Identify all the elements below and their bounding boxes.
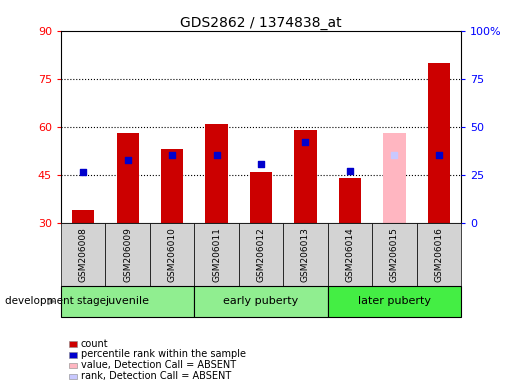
Point — [435, 152, 443, 158]
Bar — [105, 223, 150, 286]
Title: GDS2862 / 1374838_at: GDS2862 / 1374838_at — [180, 16, 342, 30]
Text: GSM206010: GSM206010 — [167, 227, 176, 282]
Text: juvenile: juvenile — [105, 296, 149, 306]
Text: development stage: development stage — [5, 296, 107, 306]
Bar — [195, 286, 328, 317]
Text: count: count — [81, 339, 108, 349]
Text: percentile rank within the sample: percentile rank within the sample — [81, 349, 245, 359]
Text: rank, Detection Call = ABSENT: rank, Detection Call = ABSENT — [81, 371, 231, 381]
Bar — [339, 178, 361, 223]
Bar — [150, 223, 195, 286]
Bar — [328, 286, 461, 317]
Text: GSM206012: GSM206012 — [257, 227, 266, 282]
Bar — [61, 286, 195, 317]
Bar — [283, 223, 328, 286]
Text: early puberty: early puberty — [224, 296, 298, 306]
Point — [390, 152, 399, 158]
Bar — [383, 133, 405, 223]
Text: later puberty: later puberty — [358, 296, 431, 306]
Text: GSM206011: GSM206011 — [212, 227, 221, 282]
Text: GSM206013: GSM206013 — [301, 227, 310, 282]
Bar — [161, 149, 183, 223]
Bar — [195, 223, 239, 286]
Point — [79, 169, 87, 175]
Bar — [250, 172, 272, 223]
Point — [301, 139, 310, 145]
Bar — [428, 63, 450, 223]
Text: GSM206015: GSM206015 — [390, 227, 399, 282]
Bar — [294, 130, 316, 223]
Bar — [239, 223, 283, 286]
Bar — [61, 223, 105, 286]
Text: GSM206008: GSM206008 — [78, 227, 87, 282]
Bar — [117, 133, 139, 223]
Point — [168, 152, 176, 158]
Point — [257, 161, 266, 167]
Text: value, Detection Call = ABSENT: value, Detection Call = ABSENT — [81, 360, 236, 370]
Point — [346, 168, 354, 174]
Bar — [417, 223, 461, 286]
Text: GSM206014: GSM206014 — [346, 227, 355, 282]
Text: GSM206016: GSM206016 — [435, 227, 444, 282]
Point — [213, 152, 221, 158]
Bar — [328, 223, 372, 286]
Bar — [206, 124, 228, 223]
Bar — [372, 223, 417, 286]
Point — [123, 157, 132, 164]
Text: GSM206009: GSM206009 — [123, 227, 132, 282]
Bar — [72, 210, 94, 223]
